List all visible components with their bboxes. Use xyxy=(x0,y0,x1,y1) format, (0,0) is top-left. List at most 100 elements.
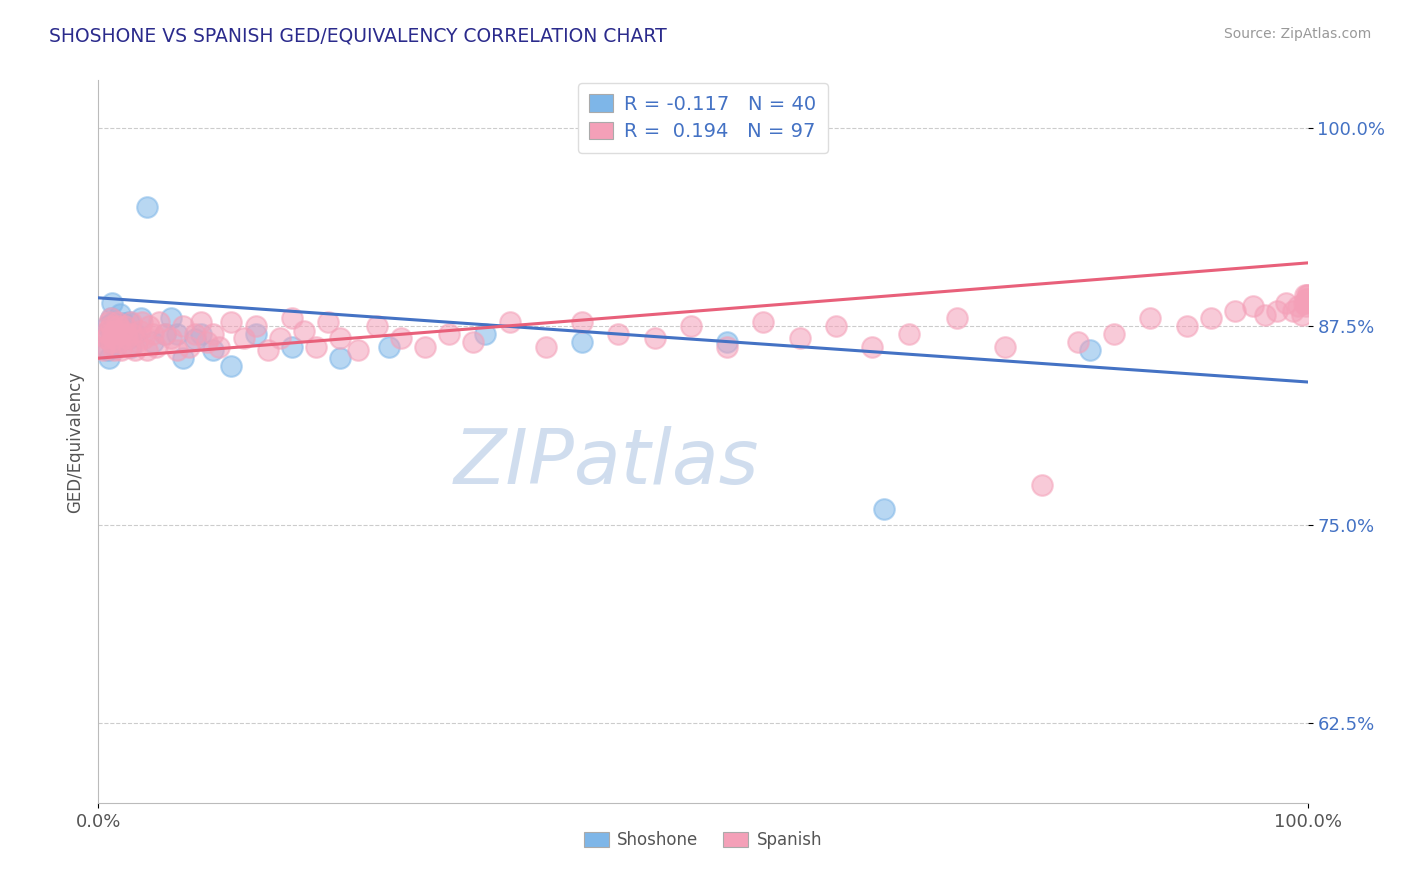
Point xyxy=(96,324,118,338)
Point xyxy=(114,322,136,336)
Point xyxy=(142,327,165,342)
Text: SHOSHONE VS SPANISH GED/EQUIVALENCY CORRELATION CHART: SHOSHONE VS SPANISH GED/EQUIVALENCY CORR… xyxy=(49,27,666,45)
Point xyxy=(108,307,131,321)
Y-axis label: GED/Equivalency: GED/Equivalency xyxy=(66,370,84,513)
Point xyxy=(873,502,896,516)
Point xyxy=(127,335,149,350)
Point xyxy=(103,330,125,344)
Point xyxy=(1295,299,1317,313)
Point xyxy=(1296,287,1319,301)
Point xyxy=(474,327,496,342)
Point xyxy=(329,351,352,366)
Point xyxy=(100,327,122,342)
Point xyxy=(571,315,593,329)
Point xyxy=(124,343,146,358)
Point xyxy=(221,315,243,329)
Point xyxy=(100,311,122,326)
Point xyxy=(111,324,134,338)
Point xyxy=(897,327,920,342)
Point xyxy=(347,343,370,358)
Point xyxy=(644,330,666,344)
Point xyxy=(1282,303,1305,318)
Point xyxy=(105,319,128,334)
Point xyxy=(498,315,520,329)
Point xyxy=(1223,303,1246,318)
Point xyxy=(111,316,134,330)
Point xyxy=(1254,308,1277,322)
Point xyxy=(94,330,117,344)
Point xyxy=(463,335,485,350)
Point xyxy=(98,315,121,329)
Point xyxy=(789,330,811,344)
Point xyxy=(679,319,702,334)
Point xyxy=(366,319,388,334)
Point xyxy=(138,319,160,334)
Point xyxy=(1286,299,1309,313)
Point xyxy=(607,327,630,342)
Point xyxy=(825,319,848,334)
Point xyxy=(571,335,593,350)
Point xyxy=(108,335,131,350)
Point xyxy=(1267,303,1289,318)
Point xyxy=(166,343,188,358)
Point xyxy=(190,327,212,342)
Point xyxy=(96,319,118,334)
Point xyxy=(946,311,969,326)
Point xyxy=(716,335,738,350)
Point xyxy=(1294,287,1316,301)
Point xyxy=(145,340,167,354)
Point xyxy=(172,319,194,334)
Point xyxy=(98,351,121,366)
Point xyxy=(129,311,152,326)
Point xyxy=(1291,308,1313,322)
Point xyxy=(256,343,278,358)
Point xyxy=(245,319,267,334)
Point xyxy=(377,340,399,354)
Point xyxy=(100,324,122,338)
Point xyxy=(305,340,328,354)
Point xyxy=(1296,287,1319,301)
Point xyxy=(121,327,143,342)
Point xyxy=(1102,327,1125,342)
Point xyxy=(101,315,124,329)
Point xyxy=(316,315,339,329)
Point xyxy=(93,340,115,354)
Point xyxy=(104,340,127,354)
Point xyxy=(120,340,142,354)
Point xyxy=(994,340,1017,354)
Point xyxy=(1078,343,1101,358)
Point xyxy=(160,311,183,326)
Point xyxy=(716,340,738,354)
Point xyxy=(100,319,122,334)
Point xyxy=(110,343,132,358)
Point xyxy=(860,340,883,354)
Point xyxy=(245,327,267,342)
Point xyxy=(1199,311,1222,326)
Point xyxy=(281,311,304,326)
Point xyxy=(100,295,122,310)
Point xyxy=(93,327,115,342)
Point xyxy=(128,324,150,338)
Point xyxy=(118,340,141,354)
Point xyxy=(184,332,207,346)
Point xyxy=(195,335,218,350)
Point xyxy=(389,330,412,344)
Text: Source: ZipAtlas.com: Source: ZipAtlas.com xyxy=(1223,27,1371,41)
Point xyxy=(118,315,141,329)
Point xyxy=(100,311,122,326)
Point xyxy=(153,327,176,342)
Point xyxy=(202,343,225,358)
Point xyxy=(97,327,120,342)
Point xyxy=(1241,299,1264,313)
Point xyxy=(101,330,124,344)
Point xyxy=(1292,295,1315,310)
Point xyxy=(104,324,127,338)
Point xyxy=(208,340,231,354)
Point xyxy=(114,319,136,334)
Point xyxy=(184,327,207,342)
Point xyxy=(107,319,129,334)
Point xyxy=(108,327,131,342)
Point xyxy=(153,327,176,342)
Point xyxy=(115,327,138,342)
Point xyxy=(105,315,128,329)
